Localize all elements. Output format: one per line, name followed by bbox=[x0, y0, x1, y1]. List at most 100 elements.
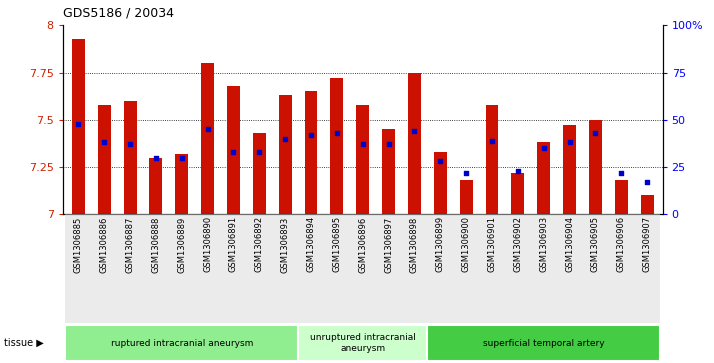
Text: GDS5186 / 20034: GDS5186 / 20034 bbox=[63, 7, 174, 20]
Bar bbox=[640, 195, 653, 214]
Point bbox=[590, 130, 601, 136]
Point bbox=[486, 138, 498, 143]
Point bbox=[150, 155, 161, 160]
Text: GSM1306889: GSM1306889 bbox=[177, 216, 186, 273]
Text: GSM1306895: GSM1306895 bbox=[332, 216, 341, 273]
Bar bbox=[634, 214, 660, 323]
Text: GSM1306887: GSM1306887 bbox=[126, 216, 134, 273]
Bar bbox=[324, 214, 350, 323]
Text: GSM1306892: GSM1306892 bbox=[255, 216, 263, 273]
Text: superficial temporal artery: superficial temporal artery bbox=[483, 339, 605, 347]
Point bbox=[408, 128, 420, 134]
Text: GSM1306904: GSM1306904 bbox=[565, 216, 574, 272]
Point bbox=[615, 170, 627, 176]
Point bbox=[512, 168, 523, 174]
Text: GSM1306893: GSM1306893 bbox=[281, 216, 290, 273]
Bar bbox=[376, 214, 401, 323]
Bar bbox=[531, 214, 557, 323]
Text: GSM1306903: GSM1306903 bbox=[539, 216, 548, 273]
Point bbox=[538, 145, 549, 151]
Bar bbox=[453, 214, 479, 323]
Text: GSM1306896: GSM1306896 bbox=[358, 216, 367, 273]
Point bbox=[176, 155, 188, 160]
Bar bbox=[298, 214, 324, 323]
Point bbox=[357, 142, 368, 147]
Bar bbox=[615, 180, 628, 214]
Bar bbox=[563, 126, 576, 214]
Bar bbox=[305, 91, 318, 214]
Point bbox=[383, 142, 394, 147]
Text: GSM1306907: GSM1306907 bbox=[643, 216, 652, 273]
Bar bbox=[583, 214, 608, 323]
Bar bbox=[91, 214, 117, 323]
Point bbox=[202, 126, 213, 132]
Text: GSM1306886: GSM1306886 bbox=[100, 216, 109, 273]
Bar bbox=[278, 95, 291, 214]
FancyBboxPatch shape bbox=[66, 325, 298, 362]
Text: GSM1306898: GSM1306898 bbox=[410, 216, 419, 273]
Text: GSM1306885: GSM1306885 bbox=[74, 216, 83, 273]
Bar bbox=[331, 78, 343, 214]
Point bbox=[73, 121, 84, 126]
Point bbox=[331, 130, 343, 136]
Text: GSM1306900: GSM1306900 bbox=[462, 216, 471, 272]
Bar bbox=[608, 214, 634, 323]
Text: GSM1306890: GSM1306890 bbox=[203, 216, 212, 273]
Text: GSM1306897: GSM1306897 bbox=[384, 216, 393, 273]
Text: GSM1306891: GSM1306891 bbox=[229, 216, 238, 273]
Bar bbox=[227, 86, 240, 214]
Bar bbox=[434, 152, 447, 214]
Bar bbox=[350, 214, 376, 323]
Bar bbox=[408, 73, 421, 214]
Point bbox=[564, 139, 575, 145]
Text: GSM1306888: GSM1306888 bbox=[151, 216, 161, 273]
Text: GSM1306905: GSM1306905 bbox=[591, 216, 600, 272]
Text: GSM1306894: GSM1306894 bbox=[306, 216, 316, 273]
Point bbox=[279, 136, 291, 142]
Bar bbox=[221, 214, 246, 323]
Bar bbox=[382, 129, 395, 214]
Bar bbox=[486, 105, 498, 214]
Text: GSM1306906: GSM1306906 bbox=[617, 216, 625, 273]
Text: tissue ▶: tissue ▶ bbox=[4, 338, 44, 348]
Point bbox=[435, 158, 446, 164]
Point bbox=[461, 170, 472, 176]
Text: ruptured intracranial aneurysm: ruptured intracranial aneurysm bbox=[111, 339, 253, 347]
Point bbox=[253, 149, 265, 155]
Bar bbox=[428, 214, 453, 323]
Bar bbox=[201, 63, 214, 214]
Bar bbox=[72, 38, 85, 214]
Bar bbox=[253, 133, 266, 214]
Bar bbox=[479, 214, 505, 323]
Bar bbox=[537, 142, 550, 214]
Bar bbox=[175, 154, 188, 214]
Point bbox=[99, 139, 110, 145]
FancyBboxPatch shape bbox=[428, 325, 660, 362]
Point bbox=[641, 179, 653, 185]
Bar bbox=[460, 180, 473, 214]
Bar bbox=[356, 105, 369, 214]
Bar bbox=[511, 173, 524, 214]
Point bbox=[228, 149, 239, 155]
Bar bbox=[246, 214, 272, 323]
Point bbox=[306, 132, 317, 138]
Bar bbox=[149, 158, 162, 214]
Bar bbox=[505, 214, 531, 323]
Bar bbox=[124, 101, 136, 214]
Text: GSM1306899: GSM1306899 bbox=[436, 216, 445, 273]
Bar bbox=[143, 214, 169, 323]
Bar bbox=[557, 214, 583, 323]
Bar bbox=[401, 214, 428, 323]
Bar bbox=[195, 214, 221, 323]
Text: GSM1306902: GSM1306902 bbox=[513, 216, 523, 272]
Bar bbox=[589, 120, 602, 214]
Text: GSM1306901: GSM1306901 bbox=[488, 216, 496, 272]
Point bbox=[124, 142, 136, 147]
Bar bbox=[169, 214, 195, 323]
Bar bbox=[272, 214, 298, 323]
Bar bbox=[66, 214, 91, 323]
Text: unruptured intracranial
aneurysm: unruptured intracranial aneurysm bbox=[310, 333, 416, 353]
Bar bbox=[98, 105, 111, 214]
FancyBboxPatch shape bbox=[298, 325, 428, 362]
Bar bbox=[117, 214, 143, 323]
